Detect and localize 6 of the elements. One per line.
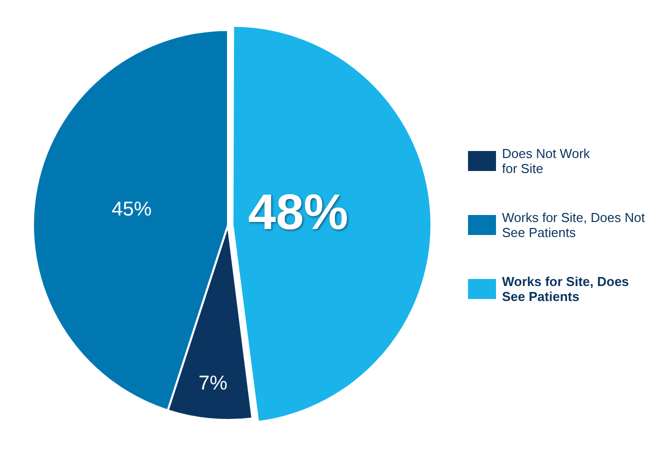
- data-label: 45%: [112, 198, 152, 220]
- legend-label: Works for Site, Does See Patients: [502, 274, 630, 304]
- data-label: 48%: [248, 184, 348, 240]
- data-label: 7%: [198, 372, 228, 394]
- legend-label: Does Not Work for Site: [502, 146, 591, 176]
- legend-label: Works for Site, Does Not See Patients: [502, 210, 646, 240]
